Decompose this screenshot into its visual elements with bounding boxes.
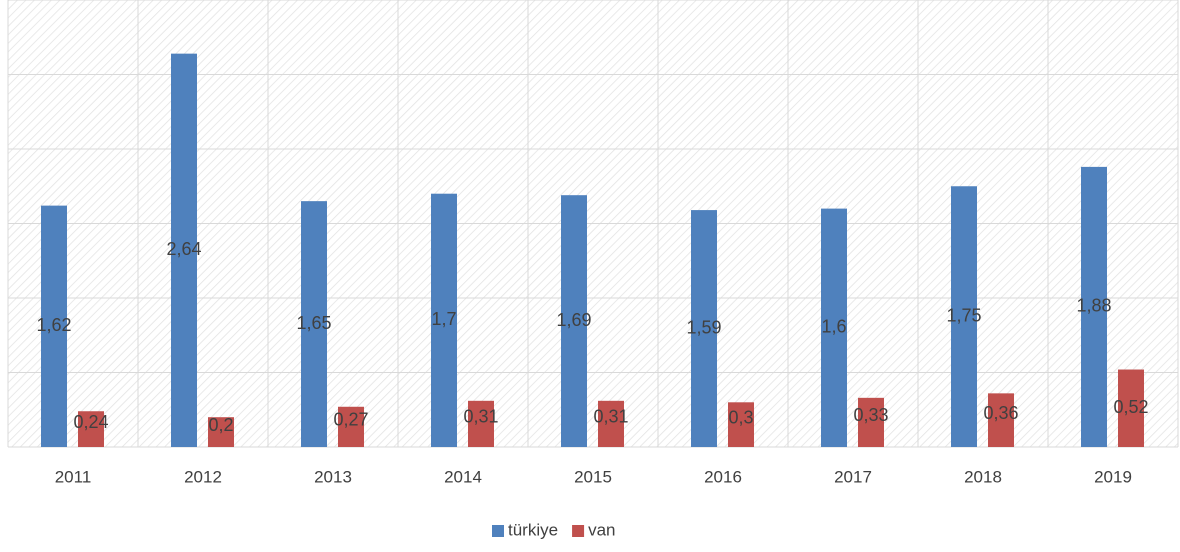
bar bbox=[728, 402, 754, 447]
bar bbox=[988, 393, 1014, 447]
bar bbox=[598, 400, 624, 447]
bar bbox=[468, 400, 494, 447]
bar bbox=[1118, 369, 1144, 447]
value-label: 0,36 bbox=[983, 403, 1018, 423]
bar bbox=[1081, 166, 1107, 447]
bar bbox=[338, 406, 364, 447]
value-label: 0,31 bbox=[463, 407, 498, 427]
bar bbox=[171, 53, 197, 447]
x-tick-label: 2011 bbox=[55, 467, 92, 486]
bar bbox=[431, 193, 457, 447]
x-tick-label: 2013 bbox=[314, 467, 352, 486]
bar bbox=[691, 210, 717, 447]
value-label: 0,2 bbox=[208, 415, 233, 435]
legend-label: türkiye bbox=[508, 520, 558, 539]
value-label: 1,62 bbox=[36, 315, 71, 335]
bar bbox=[561, 195, 587, 447]
bar bbox=[858, 397, 884, 447]
bar bbox=[951, 186, 977, 447]
value-label: 1,88 bbox=[1076, 296, 1111, 316]
value-label: 1,6 bbox=[821, 317, 846, 337]
bar bbox=[301, 201, 327, 447]
value-label: 0,27 bbox=[333, 410, 368, 430]
value-label: 1,65 bbox=[296, 313, 331, 333]
value-label: 0,52 bbox=[1113, 397, 1148, 417]
value-label: 0,3 bbox=[728, 407, 753, 427]
legend-label: van bbox=[588, 520, 615, 539]
value-label: 1,75 bbox=[946, 305, 981, 325]
value-label: 0,31 bbox=[593, 407, 628, 427]
x-tick-label: 2012 bbox=[184, 467, 222, 486]
x-tick-label: 2018 bbox=[964, 467, 1002, 486]
bar bbox=[208, 417, 234, 447]
x-tick-label: 2014 bbox=[444, 467, 482, 486]
bar bbox=[821, 208, 847, 447]
legend-swatch bbox=[572, 525, 585, 537]
value-label: 0,33 bbox=[853, 405, 888, 425]
value-label: 1,69 bbox=[556, 310, 591, 330]
bar bbox=[78, 411, 104, 447]
x-tick-label: 2019 bbox=[1094, 467, 1132, 486]
x-tick-label: 2017 bbox=[834, 467, 872, 486]
x-tick-label: 2016 bbox=[704, 467, 742, 486]
value-label: 1,59 bbox=[686, 317, 721, 337]
legend-swatch bbox=[492, 525, 504, 537]
bar bbox=[41, 205, 67, 447]
x-tick-label: 2015 bbox=[574, 467, 612, 486]
value-label: 0,24 bbox=[73, 412, 108, 432]
value-label: 1,7 bbox=[431, 309, 456, 329]
value-label: 2,64 bbox=[166, 239, 201, 259]
